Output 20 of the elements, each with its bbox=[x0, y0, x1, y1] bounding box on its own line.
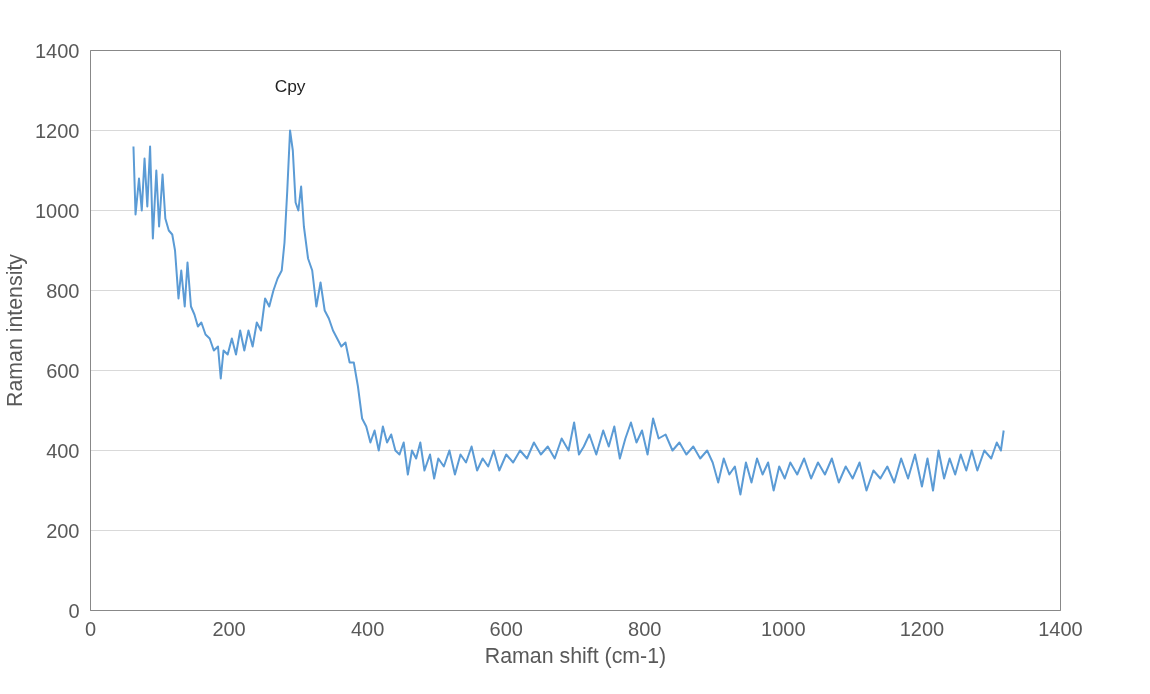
y-tick-label: 1000 bbox=[35, 199, 80, 222]
y-tick-label: 1400 bbox=[35, 39, 80, 62]
line-series bbox=[132, 129, 1005, 496]
x-tick-label: 800 bbox=[628, 617, 662, 640]
x-tick-label: 1400 bbox=[1038, 617, 1083, 640]
y-tick-label: 800 bbox=[46, 279, 80, 302]
y-tick-label: 1200 bbox=[35, 119, 80, 142]
x-axis-title: Raman shift (cm-1) bbox=[484, 643, 667, 668]
x-tick-label: 0 bbox=[84, 617, 97, 640]
y-tick-label: 600 bbox=[46, 359, 80, 382]
x-tick-label: 400 bbox=[350, 617, 385, 640]
x-tick-label: 1200 bbox=[899, 617, 945, 640]
y-axis-title: Raman intensity bbox=[3, 253, 28, 407]
x-tick-label: 200 bbox=[212, 617, 246, 640]
x-tick-label: 1000 bbox=[761, 617, 806, 640]
x-tick-label: 600 bbox=[489, 617, 523, 640]
y-tick-label: 0 bbox=[68, 599, 80, 622]
y-tick-label: 200 bbox=[46, 519, 80, 542]
y-tick-label: 400 bbox=[46, 439, 80, 462]
annotation: Cpy bbox=[274, 75, 306, 96]
